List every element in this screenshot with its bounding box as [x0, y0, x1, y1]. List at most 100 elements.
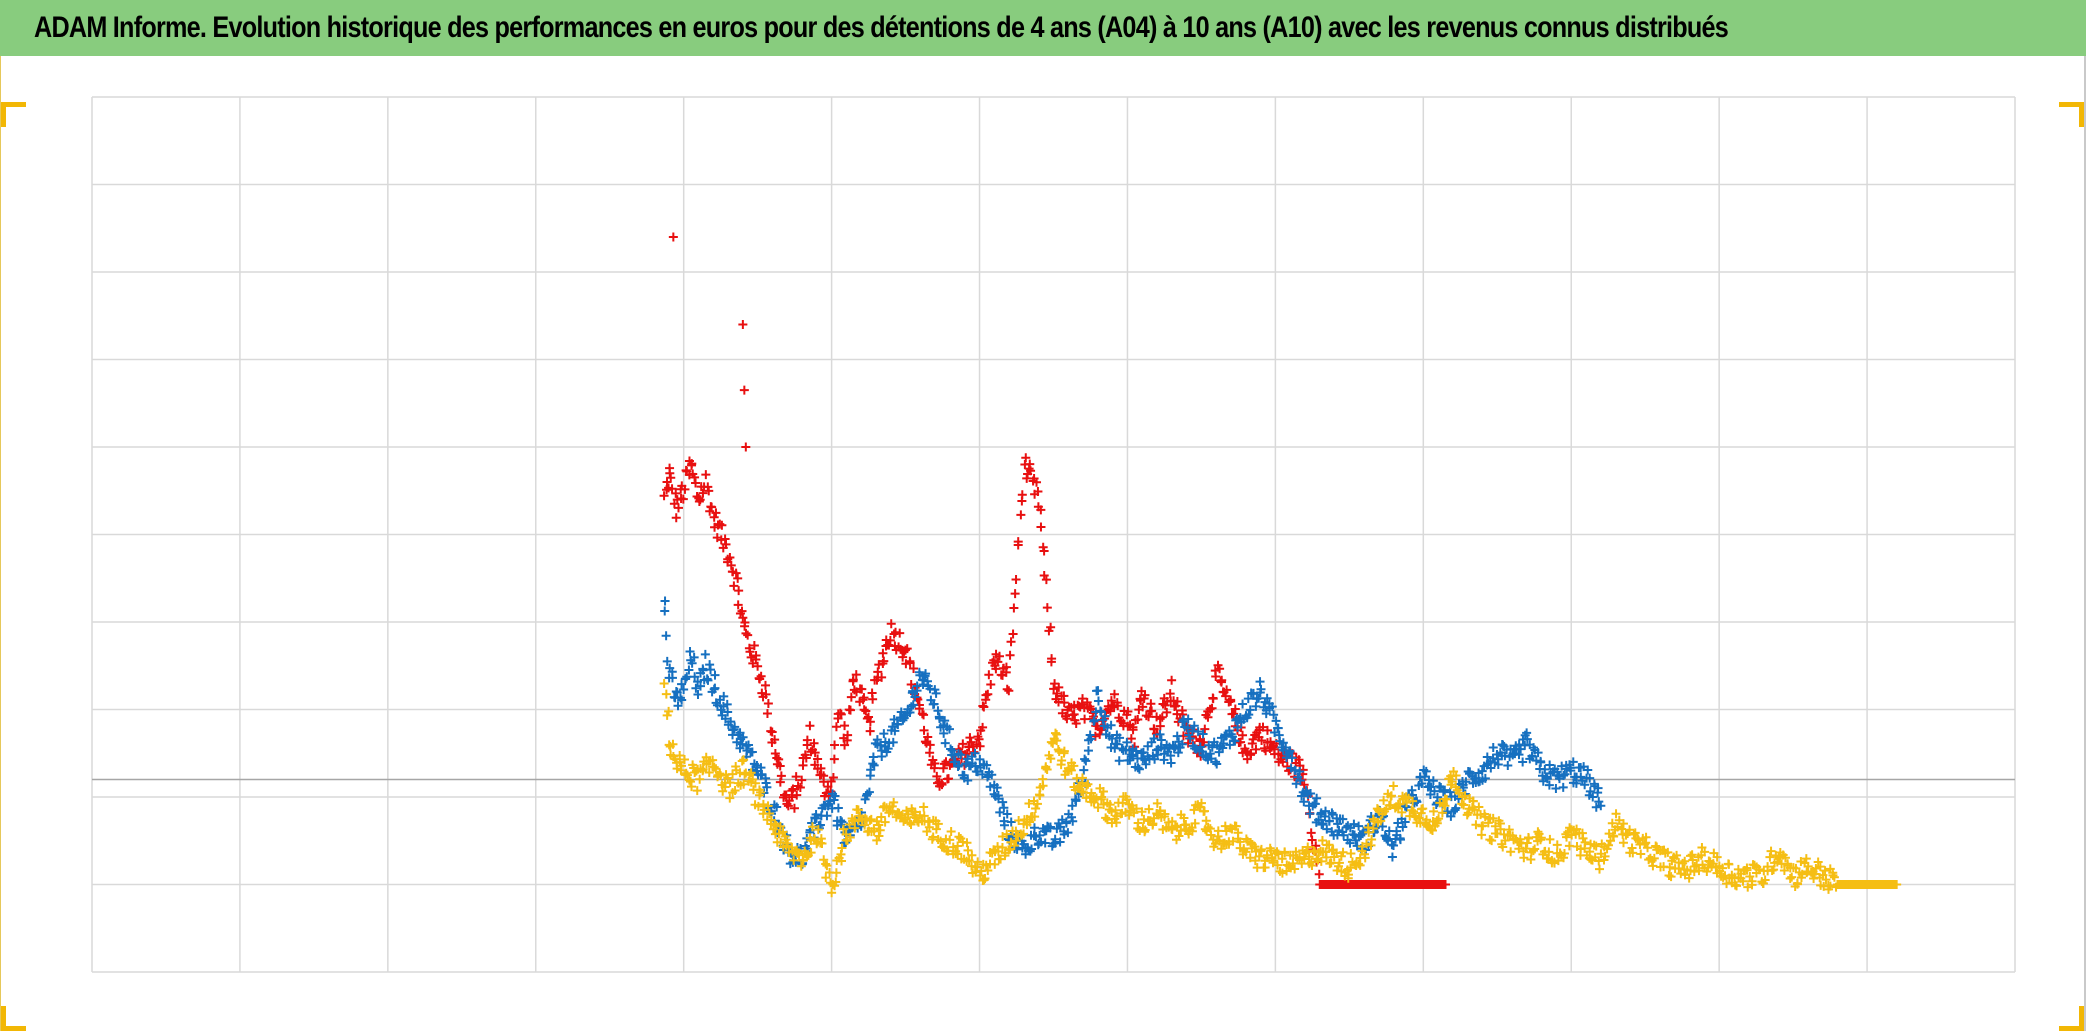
series-3-point — [1196, 798, 1206, 808]
series-2-point — [869, 760, 879, 770]
series-2-point — [1559, 770, 1569, 780]
series-1-point — [1211, 671, 1221, 681]
series-3-point — [1429, 806, 1439, 816]
series-2-point — [1566, 766, 1576, 776]
series-3-point — [1724, 859, 1734, 869]
series-2-point — [696, 681, 706, 691]
series-3-point — [1552, 840, 1562, 850]
series-3-point — [774, 829, 784, 839]
series-3-point — [831, 868, 841, 878]
series-3-point — [1468, 796, 1478, 806]
series-1-point — [857, 684, 867, 694]
series-2-point — [1324, 816, 1334, 826]
series-3-point — [1233, 828, 1243, 838]
series-3-point — [1376, 816, 1386, 826]
series-1-point — [775, 777, 785, 787]
series-3-point — [1595, 864, 1605, 874]
series-3-point — [1360, 853, 1370, 863]
series-3-point — [1290, 864, 1300, 874]
series-1-point — [733, 600, 743, 610]
series-1-point — [1036, 505, 1046, 515]
series-3-point — [1231, 821, 1241, 831]
series-3-point — [1754, 864, 1764, 874]
series-3-point — [1307, 861, 1317, 871]
series-1-point — [925, 740, 935, 750]
series-1-point — [1046, 622, 1056, 632]
series-2-point — [1230, 736, 1240, 746]
series-1-point — [925, 748, 935, 758]
series-2-point — [1395, 833, 1405, 843]
series-1-point — [840, 740, 850, 750]
series-3-point — [659, 678, 669, 688]
series-3-point — [1122, 795, 1132, 805]
series-3-point — [1437, 808, 1447, 818]
series-3-point — [1086, 788, 1096, 798]
series-1-point — [965, 733, 975, 743]
series-3-point — [1521, 844, 1531, 854]
series-2-point — [762, 782, 772, 792]
series-3-point — [1081, 781, 1091, 791]
series-3-point — [1772, 857, 1782, 867]
series-1-point — [920, 737, 930, 747]
series-1-point — [797, 775, 807, 785]
series-2-point — [929, 699, 939, 709]
series-2-point — [706, 665, 716, 675]
data-points — [659, 232, 1902, 898]
series-2-point — [1067, 801, 1077, 811]
series-3-point — [1742, 863, 1752, 873]
series-3-point — [731, 761, 741, 771]
series-1-point — [1241, 746, 1251, 756]
series-1-point — [729, 581, 739, 591]
series-1-point — [958, 739, 968, 749]
series-1-point — [1039, 546, 1049, 556]
series-2-point — [1451, 803, 1461, 813]
series-1-point — [938, 763, 948, 773]
series-1-point — [709, 512, 719, 522]
series-3-point — [1368, 824, 1378, 834]
series-3-point — [1427, 826, 1437, 836]
series-3-point — [1019, 829, 1029, 839]
series-1-point — [840, 721, 850, 731]
series-1-point — [864, 712, 874, 722]
series-1-point — [1133, 715, 1143, 725]
series-1-point — [975, 741, 985, 751]
series-3-point — [1617, 824, 1627, 834]
series-2-point — [1585, 786, 1595, 796]
corner-handle-top-right[interactable] — [2059, 102, 2084, 127]
series-1-point — [731, 568, 741, 578]
series-1-point — [1033, 487, 1043, 497]
corner-handle-bottom-right[interactable] — [2059, 1006, 2084, 1031]
series-2-point — [1435, 781, 1445, 791]
series-3-point — [1810, 869, 1820, 879]
series-2-point — [1255, 677, 1265, 687]
series-1-point — [1203, 712, 1213, 722]
series-1-point — [974, 734, 984, 744]
series-1-point — [788, 784, 798, 794]
series-1-point — [859, 705, 869, 715]
series-1-point — [789, 803, 799, 813]
corner-handle-bottom-left[interactable] — [1, 1006, 26, 1031]
series-3-point — [1346, 848, 1356, 858]
corner-handle-top-left[interactable] — [1, 102, 26, 127]
series-1-point — [695, 495, 705, 505]
series-2-point — [931, 688, 941, 698]
series-1-point — [745, 647, 755, 657]
series-2-point — [1155, 729, 1165, 739]
series-1-point — [1236, 737, 1246, 747]
series-2-point — [667, 673, 677, 683]
series-2-point — [1244, 710, 1254, 720]
series-3-point — [661, 689, 671, 699]
series-2-point — [1377, 821, 1387, 831]
series-1-point — [659, 491, 669, 501]
series-1-point — [801, 753, 811, 763]
series-1-point — [704, 486, 714, 496]
series-2-point — [1086, 734, 1096, 744]
series-3-point — [1050, 728, 1060, 738]
series-3-point — [794, 850, 804, 860]
series-3-point — [1666, 872, 1676, 882]
series-3-point — [1636, 849, 1646, 859]
series-3-point — [1485, 835, 1495, 845]
series-2-point — [946, 744, 956, 754]
series-2-point — [1417, 779, 1427, 789]
series-3-point — [1137, 807, 1147, 817]
